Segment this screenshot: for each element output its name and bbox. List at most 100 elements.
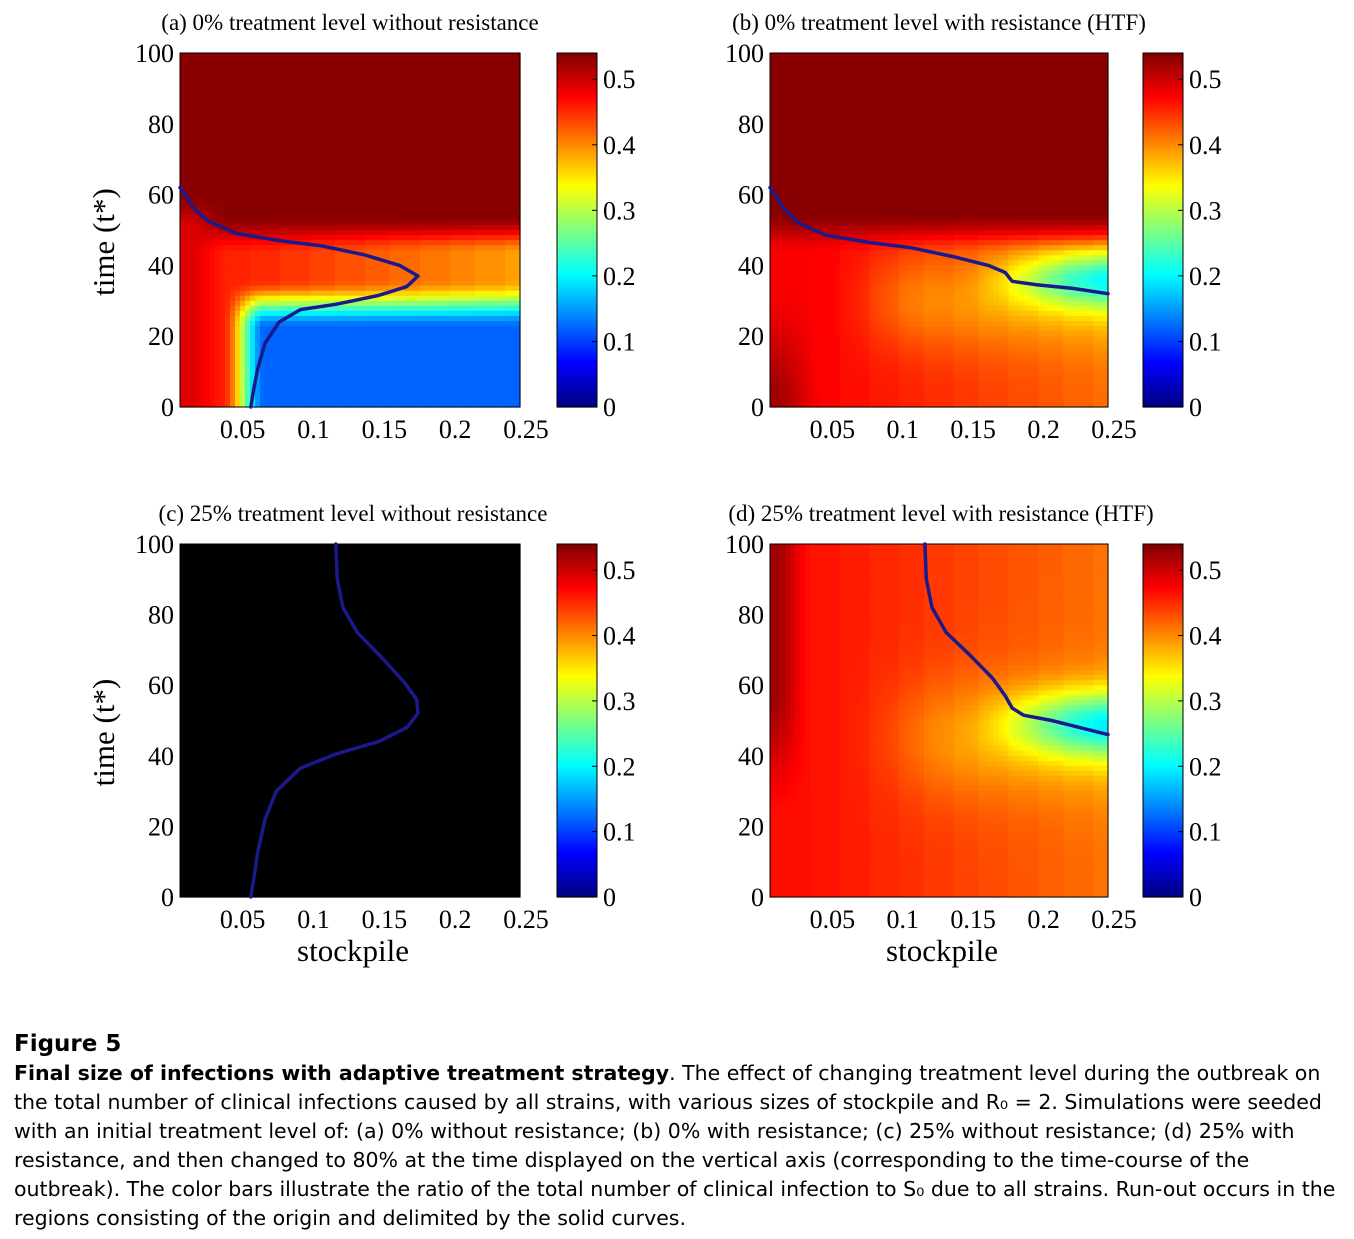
heatmap-cell <box>350 159 356 165</box>
heatmap-cell <box>445 305 451 312</box>
heatmap-cell <box>385 305 391 312</box>
heatmap-cell <box>235 321 241 327</box>
heatmap-cell <box>390 295 396 302</box>
heatmap-cell <box>395 331 401 337</box>
heatmap-cell <box>410 169 416 175</box>
heatmap-cell <box>310 98 316 105</box>
heatmap-cell <box>455 53 461 59</box>
heatmap-cell <box>355 235 361 241</box>
heatmap-cell <box>495 58 501 64</box>
heatmap-cell <box>440 361 446 368</box>
heatmap-cell <box>180 128 186 135</box>
heatmap-cell <box>355 214 361 221</box>
heatmap-cell <box>215 245 221 251</box>
heatmap-cell <box>480 149 486 155</box>
heatmap-cell <box>515 128 521 135</box>
heatmap-cell <box>400 366 406 373</box>
heatmap-cell <box>215 58 221 64</box>
heatmap-cell <box>315 371 321 378</box>
heatmap-cell <box>445 341 451 347</box>
heatmap-cell <box>495 78 501 84</box>
heatmap-cell <box>230 321 236 327</box>
heatmap-cell <box>385 235 391 241</box>
heatmap-cell <box>305 199 311 206</box>
heatmap-cell <box>255 88 261 95</box>
heatmap-cell <box>250 123 256 130</box>
heatmap-cell <box>210 290 216 297</box>
heatmap-cell <box>420 300 426 307</box>
heatmap-cell <box>180 371 186 378</box>
heatmap-cell <box>375 118 381 125</box>
heatmap-cell <box>350 53 356 59</box>
heatmap-cell <box>380 240 386 246</box>
heatmap-cell <box>445 295 451 302</box>
heatmap-cell <box>320 78 326 84</box>
heatmap-cell <box>495 326 501 332</box>
heatmap-cell <box>480 401 486 408</box>
heatmap-cell <box>510 315 516 322</box>
heatmap-cell <box>310 371 316 378</box>
heatmap-cell <box>425 401 431 408</box>
heatmap-cell <box>230 265 236 272</box>
heatmap-cell <box>200 133 206 140</box>
heatmap-cell <box>510 305 516 312</box>
heatmap-cell <box>480 128 486 135</box>
heatmap-cell <box>285 391 291 398</box>
heatmap-cell <box>190 245 196 251</box>
heatmap-cell <box>505 235 511 241</box>
heatmap-cell <box>490 123 496 130</box>
heatmap-cell <box>275 290 281 297</box>
heatmap-cell <box>355 356 361 363</box>
heatmap-cell <box>340 240 346 246</box>
heatmap-cell <box>295 93 301 100</box>
heatmap-cell <box>340 149 346 155</box>
heatmap-cell <box>205 250 211 256</box>
heatmap-cell <box>285 184 291 191</box>
heatmap-cell <box>500 235 506 241</box>
heatmap-cell <box>210 401 216 408</box>
heatmap-cell <box>300 159 306 165</box>
heatmap-cell <box>440 305 446 312</box>
heatmap-cell <box>210 184 216 191</box>
heatmap-cell <box>475 194 481 201</box>
heatmap-cell <box>335 164 341 170</box>
heatmap-cell <box>390 326 396 332</box>
heatmap-cell <box>390 240 396 246</box>
heatmap-cell <box>240 53 246 59</box>
heatmap-cell <box>365 63 371 69</box>
heatmap-cell <box>240 209 246 216</box>
heatmap-cell <box>345 73 351 79</box>
heatmap-cell <box>405 361 411 368</box>
heatmap-cell <box>245 326 251 332</box>
heatmap-cell <box>505 371 511 378</box>
heatmap-cell <box>260 361 266 368</box>
heatmap-cell <box>490 240 496 246</box>
heatmap-cell <box>210 58 216 64</box>
heatmap-cell <box>510 321 516 327</box>
heatmap-cell <box>220 321 226 327</box>
heatmap-cell <box>500 144 506 150</box>
heatmap-cell <box>255 260 261 266</box>
heatmap-cell <box>200 123 206 130</box>
colorbar-segment <box>557 395 597 399</box>
heatmap-cell <box>425 224 431 231</box>
heatmap-cell <box>365 240 371 246</box>
heatmap-cell <box>180 356 186 363</box>
heatmap-cell <box>415 88 421 95</box>
heatmap-cell <box>210 230 216 236</box>
heatmap-cell <box>360 103 366 110</box>
heatmap-cell <box>470 396 476 403</box>
heatmap-cell <box>515 321 521 327</box>
heatmap-cell <box>400 321 406 327</box>
heatmap-cell <box>370 209 376 216</box>
heatmap-cell <box>505 305 511 312</box>
heatmap-cell <box>395 189 401 196</box>
heatmap-cell <box>260 93 266 100</box>
heatmap-cell <box>470 204 476 211</box>
heatmap-cell <box>360 73 366 79</box>
heatmap-cell <box>200 336 206 342</box>
heatmap-cell <box>505 98 511 105</box>
heatmap-cell <box>355 341 361 347</box>
heatmap-cell <box>205 265 211 272</box>
heatmap-cell <box>185 260 191 266</box>
